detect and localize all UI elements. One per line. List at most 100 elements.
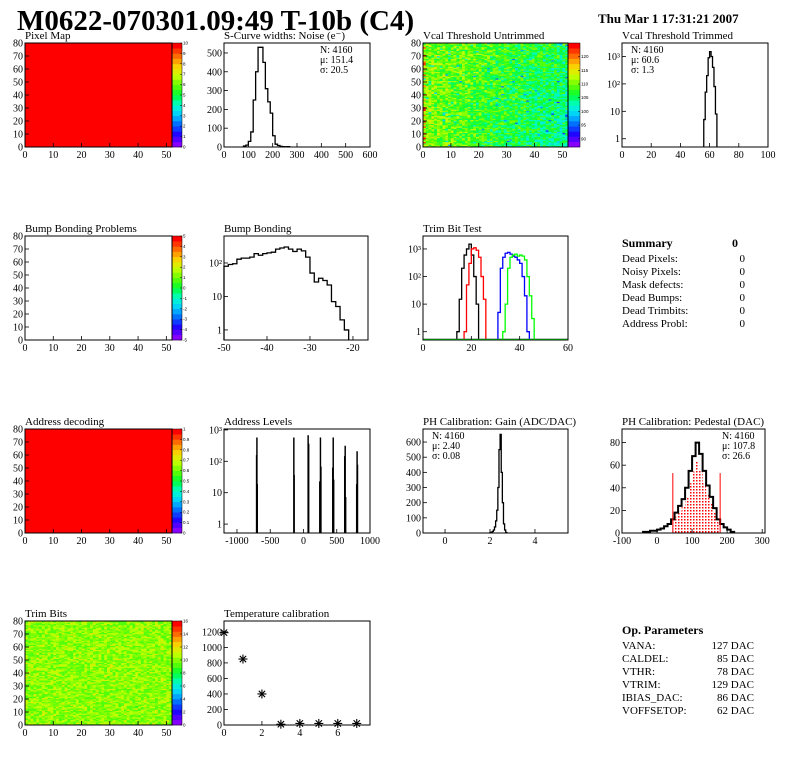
heatmap-cell	[453, 63, 457, 66]
heatmap-cell	[556, 130, 560, 132]
heatmap-cell	[487, 124, 491, 127]
heatmap-cell	[512, 46, 516, 49]
heatmap-cell	[448, 91, 452, 93]
x-tick-label: 100	[241, 150, 256, 161]
heatmap-cell	[556, 45, 560, 48]
heatmap-cell	[517, 113, 521, 115]
heatmap-cell	[30, 700, 34, 702]
heatmap-cell	[481, 96, 485, 98]
heatmap-cell	[27, 667, 31, 670]
palette-tick-label: 8	[183, 61, 186, 66]
palette-tick-label: 0.9	[183, 437, 190, 442]
heatmap-cell	[423, 119, 427, 122]
heatmap-cell	[425, 93, 429, 96]
heatmap-cell	[509, 48, 513, 50]
heatmap-cell	[556, 96, 560, 98]
heatmap-cell	[436, 128, 441, 131]
heatmap-cell	[442, 72, 446, 75]
heatmap-cell	[450, 43, 454, 45]
heatmap-cell	[33, 701, 37, 704]
heatmap-cell	[487, 57, 491, 59]
heatmap-cell	[559, 126, 563, 128]
heatmap-cell	[33, 624, 37, 627]
heatmap-cell	[492, 118, 496, 120]
heatmap-cell	[548, 117, 552, 119]
heatmap-cell	[492, 85, 496, 88]
heatmap-cell	[489, 57, 494, 59]
heatmap-cell	[562, 139, 566, 141]
palette-band	[172, 53, 182, 59]
heatmap-cell	[467, 134, 471, 136]
heatmap-cell	[559, 106, 563, 109]
heatmap-cell	[473, 114, 477, 117]
heatmap-cell	[467, 122, 471, 124]
heatmap-cell	[462, 83, 466, 85]
heatmap-cell	[453, 136, 457, 139]
heatmap-cell	[503, 95, 507, 97]
heatmap-cell	[436, 123, 441, 126]
heatmap-cell	[462, 67, 466, 70]
heatmap-cell	[445, 58, 449, 61]
heatmap-cell	[453, 134, 457, 136]
heatmap-cell	[534, 144, 538, 146]
heatmap-cell	[503, 117, 507, 119]
heatmap-cell	[423, 53, 427, 55]
heatmap-cell	[425, 57, 429, 59]
heatmap-cell	[448, 98, 452, 101]
heatmap-cell	[462, 45, 466, 48]
heatmap-cell	[523, 57, 527, 59]
heatmap-cell	[459, 126, 463, 128]
heatmap-cell	[495, 128, 499, 131]
heatmap-cell	[498, 130, 502, 132]
heatmap-cell	[526, 62, 530, 65]
heatmap-cell	[442, 74, 446, 76]
heatmap-cell	[27, 650, 31, 653]
heatmap-cell	[492, 79, 496, 81]
heatmap-cell	[453, 69, 457, 71]
heatmap-cell	[531, 63, 535, 66]
heatmap-cell	[423, 61, 427, 63]
x-tick-label: 30	[105, 536, 115, 547]
heatmap-cell	[481, 132, 485, 135]
heatmap-cell	[459, 144, 463, 146]
heatmap-cell	[425, 105, 429, 107]
heatmap-cell	[528, 96, 533, 98]
heatmap-cell	[537, 83, 541, 85]
heatmap-cell	[456, 136, 460, 139]
heatmap-cell	[542, 101, 546, 104]
heatmap-cell	[501, 95, 505, 97]
heatmap-cell	[537, 136, 541, 139]
heatmap-cell	[554, 105, 558, 107]
heatmap-cell	[462, 140, 466, 143]
heatmap-cell	[475, 70, 480, 72]
heatmap-cell	[534, 106, 538, 109]
heatmap-cell	[523, 53, 527, 55]
heatmap-cell	[431, 137, 435, 140]
heatmap-cell	[517, 72, 521, 75]
heatmap-cell	[545, 117, 549, 119]
heatmap-cell	[27, 630, 31, 632]
heatmap-cell	[434, 75, 438, 78]
heatmap-cell	[423, 126, 427, 128]
heatmap-cell	[448, 71, 452, 74]
heatmap-cell	[27, 669, 31, 671]
heatmap-cell	[467, 72, 471, 75]
heatmap-cell	[467, 140, 471, 143]
heatmap-cell	[545, 104, 549, 106]
heatmap-cell	[478, 123, 482, 126]
heatmap-cell	[515, 143, 519, 145]
heatmap-cell	[565, 69, 569, 71]
heatmap-cell	[423, 93, 427, 96]
heatmap-cell	[495, 109, 499, 111]
heatmap-cell	[548, 118, 552, 120]
heatmap-cell	[456, 98, 460, 101]
heatmap-cell	[445, 45, 449, 48]
heatmap-cell	[470, 84, 474, 87]
heatmap-cell	[25, 717, 29, 719]
heatmap-cell	[565, 143, 569, 145]
heatmap-cell	[503, 93, 507, 96]
heatmap-cell	[450, 96, 454, 98]
heatmap-cell	[30, 706, 34, 709]
heatmap-cell	[27, 622, 31, 624]
heatmap-cell	[425, 114, 429, 117]
